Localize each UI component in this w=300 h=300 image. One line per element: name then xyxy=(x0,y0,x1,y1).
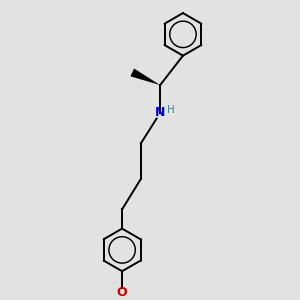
Text: O: O xyxy=(117,286,128,299)
Polygon shape xyxy=(130,68,160,85)
Text: H: H xyxy=(167,105,175,116)
Text: N: N xyxy=(155,106,165,119)
